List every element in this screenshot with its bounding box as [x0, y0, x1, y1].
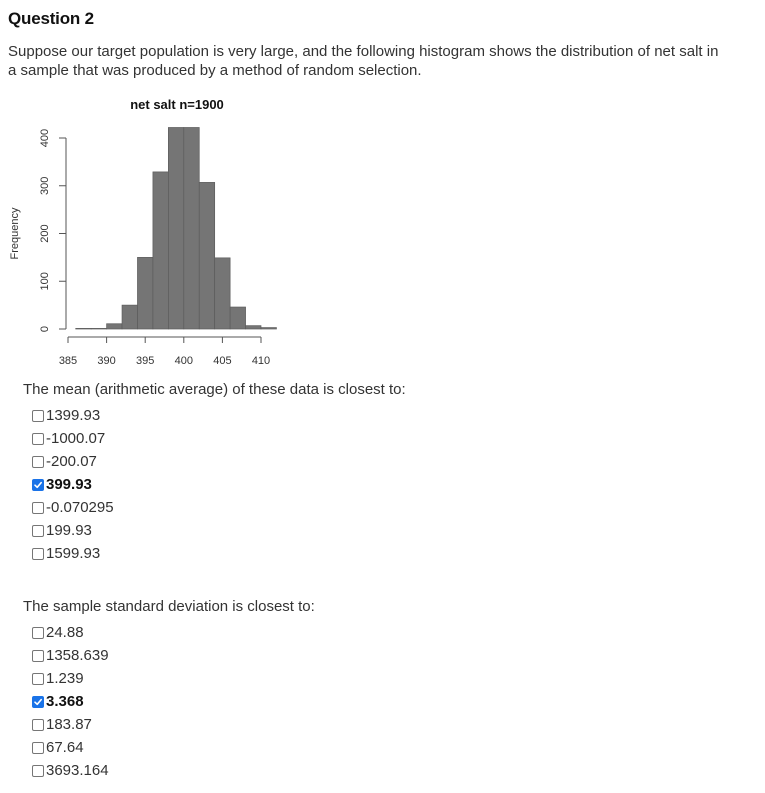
option-label: 1399.93 — [46, 407, 101, 424]
histogram-bar — [198, 182, 216, 330]
histogram-bar — [183, 127, 200, 330]
q_sd-option-6[interactable]: 3693.164 — [32, 759, 109, 782]
x-tick-label: 390 — [97, 355, 115, 367]
q_mean-option-6[interactable]: 1599.93 — [32, 542, 114, 565]
sd-question-prompt: The sample standard deviation is closest… — [23, 598, 315, 615]
mean-options-list: 1399.93 -1000.07 -200.07 399.93 -0.070295 199… — [32, 404, 114, 565]
question-title: Question 2 — [8, 9, 94, 28]
chart-title: net salt n=1900 — [130, 97, 224, 112]
checkbox-unchecked[interactable] — [32, 547, 44, 560]
q_sd-option-2[interactable]: 1.239 — [32, 667, 109, 690]
histogram-bar — [90, 328, 107, 330]
q_sd-option-5[interactable]: 67.64 — [32, 736, 109, 759]
option-label: -200.07 — [46, 453, 97, 470]
q_sd-option-4[interactable]: 183.87 — [32, 713, 109, 736]
y-tick-label: 0 — [39, 326, 51, 332]
checkbox-unchecked[interactable] — [32, 626, 44, 639]
checkbox-checked[interactable] — [32, 478, 44, 491]
option-label: 3.368 — [46, 693, 84, 710]
option-label: 399.93 — [46, 476, 92, 493]
question-text: Suppose our target population is very la… — [8, 43, 719, 79]
option-label: 199.93 — [46, 522, 92, 539]
y-axis-label: Frequency — [9, 207, 21, 259]
checkbox-unchecked[interactable] — [32, 409, 44, 422]
option-label: -0.070295 — [46, 499, 114, 516]
checkmark-icon — [34, 698, 42, 705]
x-tick-label: 395 — [136, 355, 154, 367]
option-label: 1358.639 — [46, 647, 109, 664]
x-tick-label: 405 — [213, 355, 231, 367]
q_sd-option-3[interactable]: 3.368 — [32, 690, 109, 713]
histogram-bar — [260, 327, 277, 330]
checkbox-unchecked[interactable] — [32, 672, 44, 685]
option-label: 183.87 — [46, 716, 92, 733]
option-label: -1000.07 — [46, 430, 106, 447]
option-label: 1.239 — [46, 670, 84, 687]
x-tick-label: 385 — [59, 355, 77, 367]
y-tick-label: 300 — [39, 177, 51, 195]
mean-question-prompt: The mean (arithmetic average) of these d… — [23, 381, 406, 398]
histogram-bar — [106, 323, 123, 330]
option-label: 1599.93 — [46, 545, 101, 562]
y-tick-label: 100 — [39, 272, 51, 290]
x-tick-label: 400 — [175, 355, 193, 367]
q_mean-option-0[interactable]: 1399.93 — [32, 404, 114, 427]
q_mean-option-4[interactable]: -0.070295 — [32, 496, 114, 519]
histogram-chart: net salt n=1900 0 100 200 300 400 Frequency 385… — [0, 90, 300, 380]
histogram-bar — [245, 325, 262, 330]
q_mean-option-1[interactable]: -1000.07 — [32, 427, 114, 450]
checkbox-checked[interactable] — [32, 695, 44, 708]
x-tick-label: 410 — [252, 355, 270, 367]
y-tick-label: 400 — [39, 129, 51, 147]
checkbox-unchecked[interactable] — [32, 524, 44, 537]
histogram-svg: net salt n=1900 0 100 200 300 400 Frequency 385… — [9, 97, 277, 367]
q_mean-option-5[interactable]: 199.93 — [32, 519, 114, 542]
checkmark-icon — [34, 481, 42, 488]
histogram-bar — [75, 328, 92, 330]
q_sd-option-1[interactable]: 1358.639 — [32, 644, 109, 667]
checkbox-unchecked[interactable] — [32, 741, 44, 754]
checkbox-unchecked[interactable] — [32, 455, 44, 468]
q_mean-option-3[interactable]: 399.93 — [32, 473, 114, 496]
checkbox-unchecked[interactable] — [32, 501, 44, 514]
option-label: 3693.164 — [46, 762, 109, 779]
option-label: 67.64 — [46, 739, 84, 756]
histogram-bar — [229, 306, 246, 330]
checkbox-unchecked[interactable] — [32, 764, 44, 777]
option-label: 24.88 — [46, 624, 84, 641]
histogram-bar — [214, 257, 231, 330]
checkbox-unchecked[interactable] — [32, 432, 44, 445]
histogram-bar — [121, 304, 138, 330]
histogram-bar — [168, 127, 185, 330]
histogram-bar — [152, 171, 169, 330]
sd-options-list: 24.88 1358.639 1.239 3.368 183.87 67.64 3693.1… — [32, 621, 109, 782]
histogram-bar — [137, 257, 154, 330]
checkbox-unchecked[interactable] — [32, 649, 44, 662]
y-tick-label: 200 — [39, 224, 51, 242]
q_mean-option-2[interactable]: -200.07 — [32, 450, 114, 473]
q_sd-option-0[interactable]: 24.88 — [32, 621, 109, 644]
checkbox-unchecked[interactable] — [32, 718, 44, 731]
